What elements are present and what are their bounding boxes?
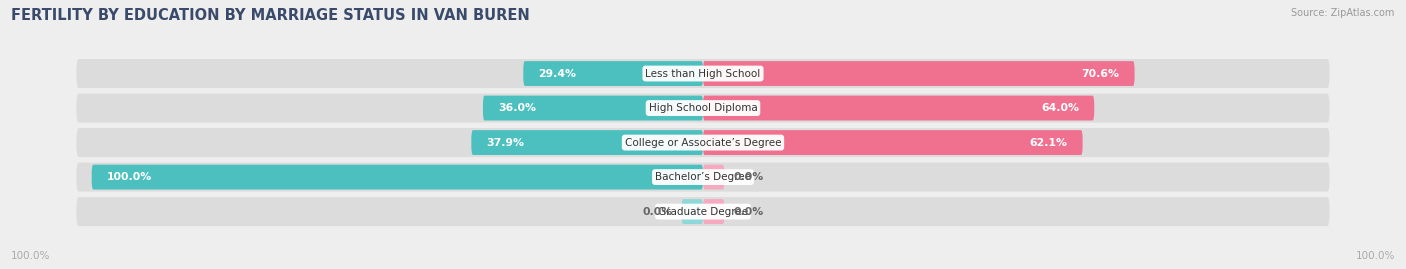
FancyBboxPatch shape: [703, 130, 1083, 155]
Text: 36.0%: 36.0%: [498, 103, 536, 113]
Text: Source: ZipAtlas.com: Source: ZipAtlas.com: [1291, 8, 1395, 18]
Text: 62.1%: 62.1%: [1029, 137, 1067, 148]
Text: 29.4%: 29.4%: [538, 69, 576, 79]
FancyBboxPatch shape: [76, 128, 1330, 157]
FancyBboxPatch shape: [482, 96, 703, 121]
Text: 0.0%: 0.0%: [734, 172, 763, 182]
Text: FERTILITY BY EDUCATION BY MARRIAGE STATUS IN VAN BUREN: FERTILITY BY EDUCATION BY MARRIAGE STATU…: [11, 8, 530, 23]
FancyBboxPatch shape: [471, 130, 703, 155]
FancyBboxPatch shape: [76, 94, 1330, 123]
Text: High School Diploma: High School Diploma: [648, 103, 758, 113]
Text: 37.9%: 37.9%: [486, 137, 524, 148]
FancyBboxPatch shape: [76, 197, 1330, 226]
FancyBboxPatch shape: [703, 199, 724, 224]
FancyBboxPatch shape: [91, 165, 703, 189]
Text: 0.0%: 0.0%: [734, 207, 763, 217]
Text: Less than High School: Less than High School: [645, 69, 761, 79]
Text: 100.0%: 100.0%: [11, 250, 51, 261]
FancyBboxPatch shape: [76, 162, 1330, 192]
Text: College or Associate’s Degree: College or Associate’s Degree: [624, 137, 782, 148]
Text: 0.0%: 0.0%: [643, 207, 672, 217]
Text: 64.0%: 64.0%: [1040, 103, 1078, 113]
FancyBboxPatch shape: [703, 61, 1135, 86]
Text: Bachelor’s Degree: Bachelor’s Degree: [655, 172, 751, 182]
Text: 100.0%: 100.0%: [107, 172, 152, 182]
FancyBboxPatch shape: [523, 61, 703, 86]
Text: 100.0%: 100.0%: [1355, 250, 1395, 261]
FancyBboxPatch shape: [703, 96, 1094, 121]
FancyBboxPatch shape: [703, 165, 724, 189]
Text: Graduate Degree: Graduate Degree: [658, 207, 748, 217]
FancyBboxPatch shape: [682, 199, 703, 224]
FancyBboxPatch shape: [76, 59, 1330, 88]
Text: 70.6%: 70.6%: [1081, 69, 1119, 79]
